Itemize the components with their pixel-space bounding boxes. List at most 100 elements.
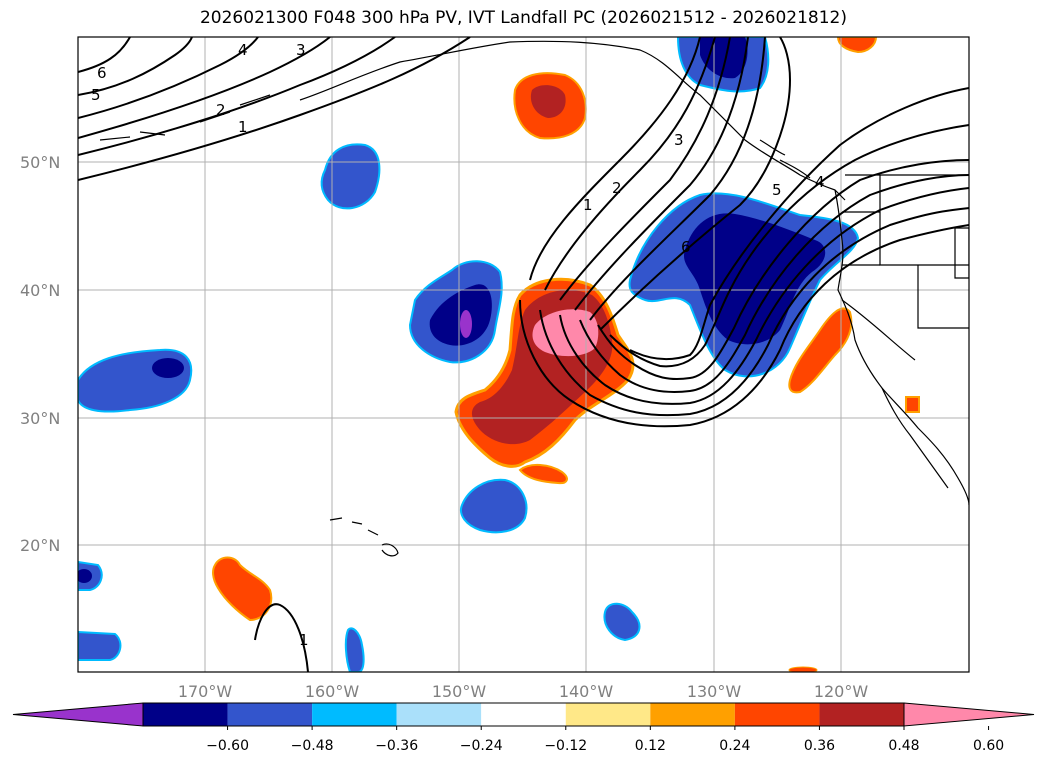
contour-label: 5 — [772, 181, 782, 199]
colorbar-tick-label: −0.36 — [375, 738, 418, 754]
contour-line-nw-6 — [78, 37, 131, 73]
contour-labels: 6 5 4 3 2 1 1 2 3 4 5 6 1 — [91, 41, 825, 649]
colorbar-tick-label: 0.60 — [973, 738, 1004, 754]
colorbar-segment — [734, 703, 820, 726]
plot-frame — [77, 36, 970, 673]
contour-jet-6 — [599, 37, 792, 331]
contour-trough-2 — [539, 207, 969, 417]
neg-region-12n-west — [78, 630, 122, 661]
contour-label: 1 — [238, 118, 248, 136]
coastline-us-west — [834, 189, 969, 506]
contour-label: 5 — [91, 86, 101, 104]
colorbar-outline — [142, 702, 905, 727]
border-states-3 — [917, 265, 969, 329]
colorbar-segment — [819, 703, 904, 726]
contour-label: 2 — [216, 101, 226, 119]
contour-label: 3 — [674, 131, 684, 149]
neg-region-23n — [460, 478, 528, 534]
contour-jet-5 — [589, 37, 766, 321]
lon-label: 140°W — [559, 682, 614, 701]
colorbar-segment — [312, 703, 397, 726]
lon-label: 160°W — [305, 682, 360, 701]
contour-jet-2 — [544, 37, 716, 291]
colorbar-segments — [12, 702, 1035, 727]
contour-label: 1 — [299, 631, 309, 649]
map-plot-area: 6 5 4 3 2 1 1 2 3 4 5 6 1 — [78, 37, 969, 672]
colorbar-tick-label: 0.12 — [635, 738, 666, 754]
colorbar-tick-label: 0.36 — [804, 738, 835, 754]
colorbar-tick-label: −0.12 — [544, 738, 587, 754]
neg-core-38n — [429, 284, 492, 346]
lat-label: 30°N — [20, 409, 60, 428]
contour-label: 2 — [612, 179, 622, 197]
ivt-contours — [78, 37, 969, 672]
neg-core-18n-west — [78, 569, 92, 583]
pos-region-baja — [905, 396, 920, 413]
lon-label: 170°W — [178, 682, 233, 701]
coastline-islands-bc — [759, 139, 811, 179]
contour-trough-7 — [629, 87, 969, 361]
colorbar-tick-label: −0.24 — [460, 738, 503, 754]
contour-label: 1 — [583, 196, 593, 214]
colorbar-segment — [565, 703, 651, 726]
contour-jet-3 — [559, 37, 731, 301]
lat-label: 20°N — [20, 536, 60, 555]
neg-core-nw-pacific — [152, 358, 184, 378]
pos-region-north-edge — [836, 37, 878, 54]
colorbar: −0.60 −0.48 −0.36 −0.24 −0.12 0.12 0.24 0.36 0.4… — [12, 702, 1035, 754]
contour-line-nw-1 — [78, 37, 471, 181]
border-states-6 — [954, 227, 969, 279]
colorbar-extend-min — [12, 702, 144, 727]
lat-label: 50°N — [20, 153, 60, 172]
colorbar-segment — [143, 703, 228, 726]
hawaii-islands — [329, 517, 399, 557]
colorbar-extend-max — [903, 702, 1035, 727]
contour-line-nw-2 — [78, 37, 396, 156]
pos-core-55n — [530, 85, 566, 118]
contour-trough-3 — [559, 187, 969, 405]
longitude-axis: 170°W 160°W 150°W 140°W 130°W 120°W — [178, 682, 869, 701]
pos-region-26n — [518, 464, 568, 485]
colorbar-segment — [481, 703, 566, 726]
contour-line-nw-3 — [78, 37, 331, 139]
neg-region-48n — [320, 143, 381, 210]
latitude-axis: 50°N 40°N 30°N 20°N — [20, 153, 60, 555]
lon-label: 120°W — [814, 682, 869, 701]
pos-region-coast — [788, 307, 853, 394]
neg-region-10n — [344, 627, 365, 672]
colorbar-tick-label: −0.48 — [291, 738, 334, 754]
neg-region-13n — [603, 602, 641, 642]
coastline-baja — [881, 387, 949, 489]
contour-trough-1 — [519, 224, 969, 428]
aleutian-coast — [99, 94, 271, 141]
colorbar-segment — [227, 703, 313, 726]
coastline-alaska — [299, 40, 846, 201]
colorbar-segment — [650, 703, 735, 726]
contour-trough-5 — [597, 159, 969, 381]
pos-region-18n — [212, 556, 273, 622]
contour-label: 3 — [296, 41, 306, 59]
lat-label: 40°N — [20, 281, 60, 300]
lon-label: 150°W — [432, 682, 487, 701]
contour-south-1 — [254, 603, 309, 672]
contour-label: 6 — [681, 238, 691, 256]
coastlines — [99, 40, 969, 557]
neg-purple-core-38n — [460, 310, 472, 338]
contour-label: 4 — [815, 173, 825, 191]
contour-label: 4 — [238, 41, 248, 59]
positive-anomaly-regions — [212, 37, 920, 672]
border-states-5 — [841, 299, 916, 361]
colorbar-tick-label: 0.48 — [888, 738, 919, 754]
contour-jet-4 — [574, 37, 749, 311]
lon-label: 130°W — [687, 682, 742, 701]
colorbar-tick-label: 0.24 — [719, 738, 750, 754]
contour-line-nw-5 — [78, 37, 193, 96]
contour-jet-1 — [529, 37, 701, 281]
pos-region-south-edge — [788, 666, 818, 672]
colorbar-tick-label: −0.60 — [206, 738, 249, 754]
contour-label: 6 — [97, 64, 107, 82]
contour-trough-4 — [579, 174, 969, 393]
border-states-1 — [879, 175, 969, 266]
map-title: 2026021300 F048 300 hPa PV, IVT Landfall… — [199, 8, 847, 28]
